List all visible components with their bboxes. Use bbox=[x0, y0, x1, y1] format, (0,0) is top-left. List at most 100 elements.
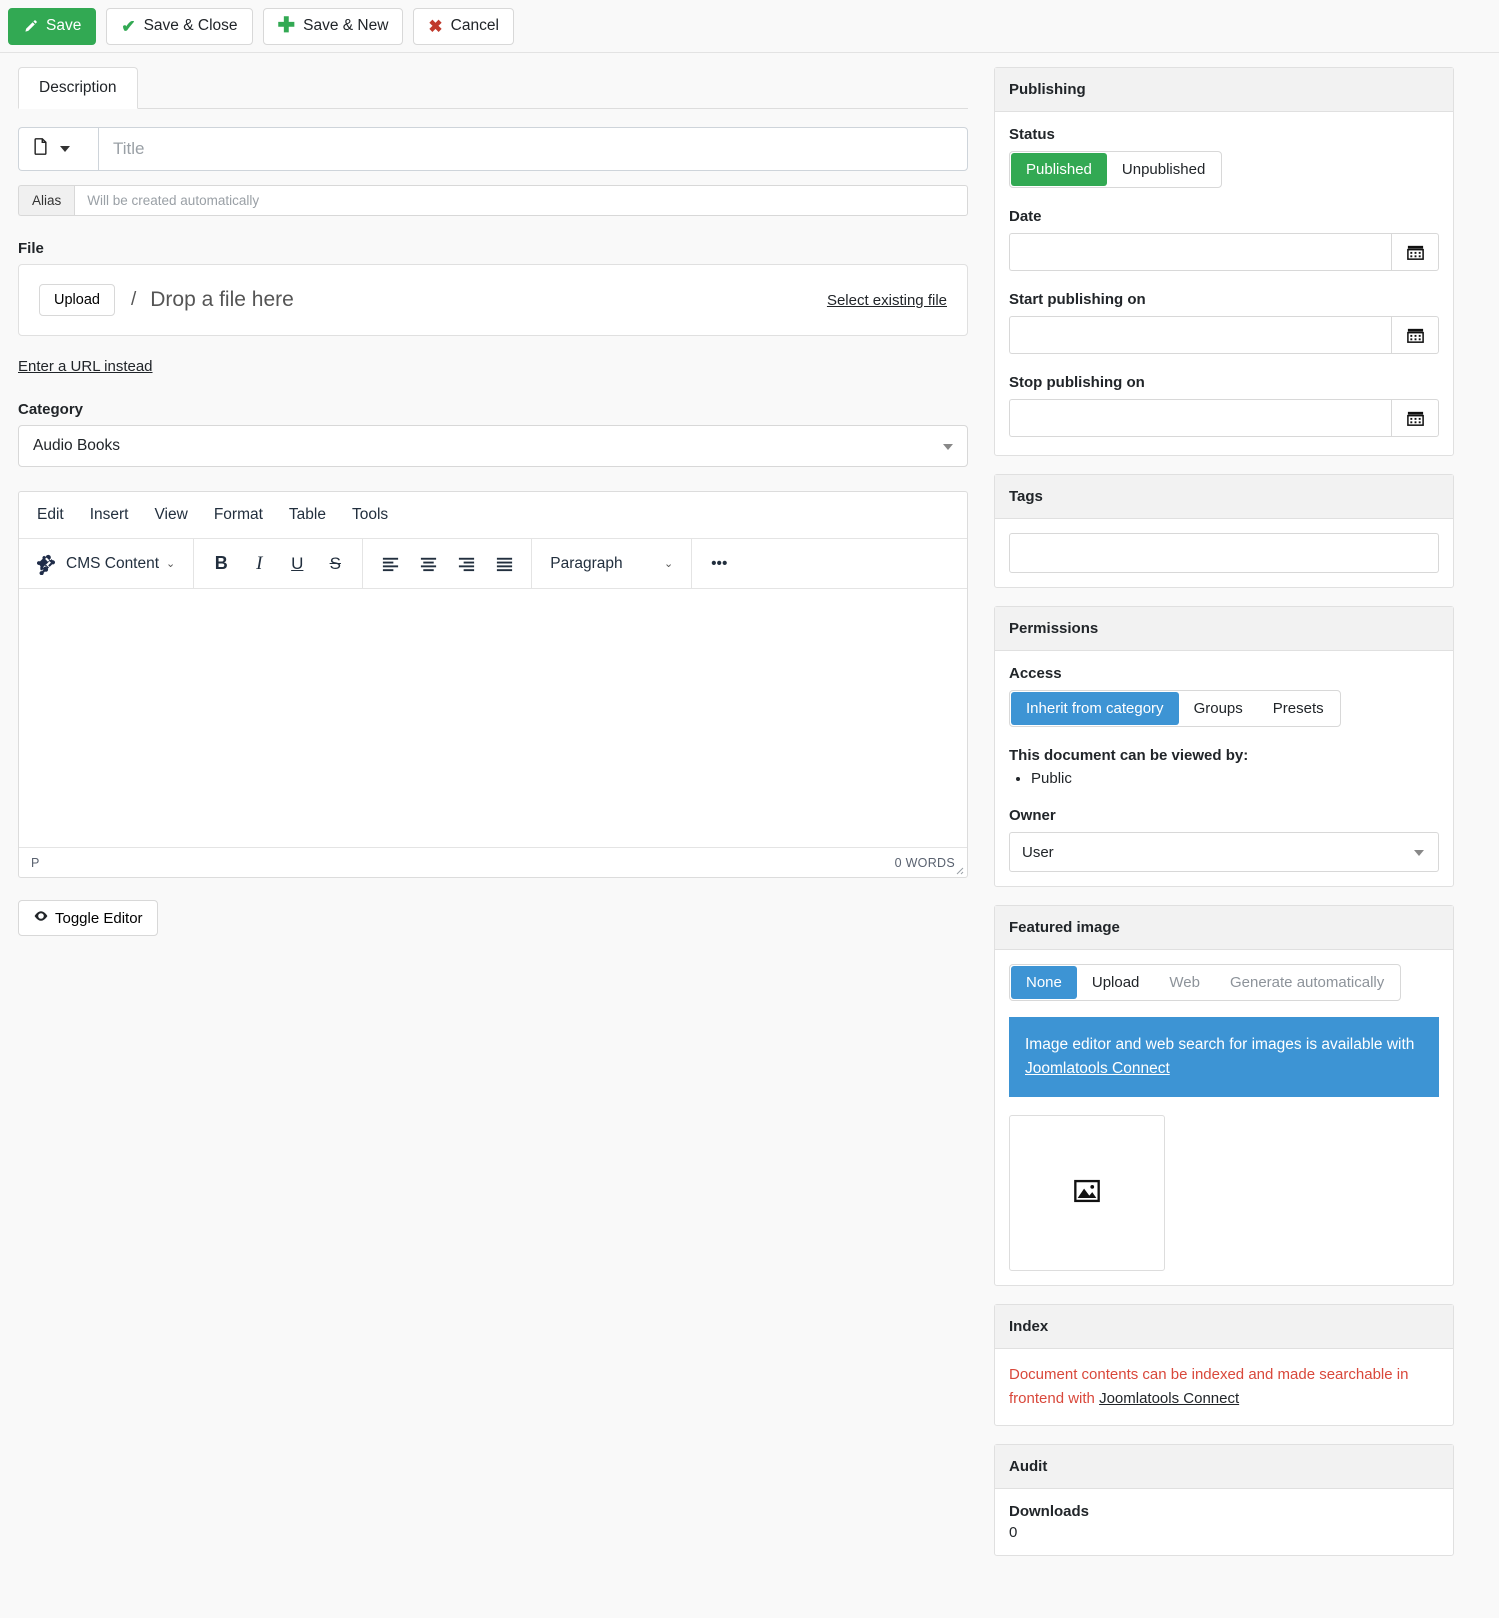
more-options-button[interactable]: ••• bbox=[711, 554, 728, 572]
date-input[interactable] bbox=[1009, 233, 1391, 271]
editor-content-area[interactable] bbox=[19, 589, 967, 847]
featured-image-option-upload[interactable]: Upload bbox=[1091, 974, 1140, 991]
index-body: Document contents can be indexed and mad… bbox=[995, 1349, 1453, 1425]
align-right-icon[interactable] bbox=[449, 547, 483, 581]
date-input-group bbox=[1009, 233, 1439, 271]
audit-title: Audit bbox=[995, 1445, 1453, 1490]
audit-body: Downloads 0 bbox=[995, 1489, 1453, 1555]
paragraph-format-select[interactable]: Paragraph ⌄ bbox=[542, 547, 681, 581]
cancel-label: Cancel bbox=[450, 17, 499, 34]
category-select[interactable]: Audio Books bbox=[18, 425, 968, 467]
calendar-icon[interactable] bbox=[1391, 233, 1439, 271]
cms-content-label: CMS Content bbox=[66, 554, 160, 572]
pencil-icon bbox=[23, 19, 38, 34]
title-input[interactable] bbox=[98, 127, 968, 171]
cancel-button[interactable]: ✖ Cancel bbox=[413, 7, 514, 45]
joomlatools-connect-link[interactable]: Joomlatools Connect bbox=[1099, 1390, 1240, 1408]
cms-content-button[interactable]: CMS Content ⌄ bbox=[29, 547, 183, 581]
chevron-down-icon bbox=[60, 146, 70, 152]
document-icon bbox=[31, 137, 50, 161]
underline-icon[interactable]: U bbox=[291, 553, 304, 573]
panel-tags: Tags bbox=[994, 474, 1454, 588]
owner-select-value: User bbox=[1022, 843, 1054, 861]
status-option-published[interactable]: Published bbox=[1011, 153, 1107, 186]
panel-permissions: Permissions Access Inherit from category… bbox=[994, 606, 1454, 887]
panel-index: Index Document contents can be indexed a… bbox=[994, 1304, 1454, 1427]
bold-icon[interactable]: B bbox=[214, 553, 228, 573]
save-button[interactable]: Save bbox=[8, 7, 97, 45]
dropzone-text: Drop a file here bbox=[150, 288, 294, 311]
save-and-close-button[interactable]: ✔ Save & Close bbox=[106, 7, 253, 45]
editor-resize-handle[interactable] bbox=[952, 863, 964, 875]
stop-publishing-input[interactable] bbox=[1009, 399, 1391, 437]
alias-row: Alias bbox=[18, 185, 968, 216]
calendar-icon[interactable] bbox=[1391, 316, 1439, 354]
tags-title: Tags bbox=[995, 475, 1453, 519]
align-center-icon[interactable] bbox=[411, 547, 445, 581]
italic-icon[interactable]: I bbox=[256, 552, 263, 574]
tab-description[interactable]: Description bbox=[18, 67, 138, 109]
strikethrough-icon[interactable]: S bbox=[329, 553, 341, 573]
menu-format[interactable]: Format bbox=[213, 506, 263, 523]
downloads-value: 0 bbox=[1009, 1524, 1018, 1542]
tags-input[interactable] bbox=[1009, 533, 1439, 573]
permissions-body: Access Inherit from category Groups Pres… bbox=[995, 651, 1453, 886]
calendar-icon[interactable] bbox=[1391, 399, 1439, 437]
panel-publishing: Publishing Status Published Unpublished … bbox=[994, 67, 1454, 456]
permissions-title: Permissions bbox=[995, 607, 1453, 651]
featured-image-preview[interactable] bbox=[1009, 1115, 1165, 1272]
start-publishing-input-group bbox=[1009, 316, 1439, 354]
joomlatools-connect-link[interactable]: Joomlatools Connect bbox=[1025, 1060, 1170, 1078]
status-button-group: Published Unpublished bbox=[1009, 151, 1223, 188]
publishing-title: Publishing bbox=[995, 68, 1453, 112]
access-option-inherit[interactable]: Inherit from category bbox=[1011, 692, 1179, 725]
downloads-label: Downloads bbox=[1009, 1503, 1090, 1521]
toolbar-group-more: ••• bbox=[692, 539, 746, 588]
menu-edit[interactable]: Edit bbox=[37, 506, 64, 523]
owner-label: Owner bbox=[1009, 807, 1056, 824]
featured-image-option-none[interactable]: None bbox=[1011, 966, 1077, 999]
start-publishing-input[interactable] bbox=[1009, 316, 1391, 354]
menu-table[interactable]: Table bbox=[288, 506, 326, 523]
file-dropzone[interactable]: Upload / Drop a file here Select existin… bbox=[18, 264, 968, 336]
access-option-presets[interactable]: Presets bbox=[1272, 700, 1324, 717]
eye-icon bbox=[33, 908, 49, 928]
plus-icon: ✚ bbox=[277, 14, 296, 37]
select-existing-file-link[interactable]: Select existing file bbox=[826, 291, 947, 309]
access-label: Access bbox=[1009, 665, 1062, 682]
access-button-group: Inherit from category Groups Presets bbox=[1009, 690, 1341, 727]
document-type-dropdown[interactable] bbox=[18, 127, 98, 171]
viewed-by-list: Public bbox=[1013, 770, 1439, 787]
list-item: Public bbox=[1031, 770, 1439, 787]
align-justify-icon[interactable] bbox=[487, 547, 521, 581]
editor-element-path: P bbox=[31, 855, 40, 870]
editor-status-bar: P 0 WORDS bbox=[19, 847, 967, 877]
toolbar-group-align bbox=[363, 539, 533, 588]
menu-tools[interactable]: Tools bbox=[351, 506, 389, 523]
align-left-icon[interactable] bbox=[373, 547, 407, 581]
stop-publishing-label: Stop publishing on bbox=[1009, 374, 1145, 391]
owner-select[interactable]: User bbox=[1009, 832, 1439, 872]
featured-image-option-web[interactable]: Web bbox=[1169, 974, 1200, 991]
joomla-logo-icon bbox=[36, 553, 59, 575]
menu-insert[interactable]: Insert bbox=[89, 506, 129, 523]
toggle-editor-button[interactable]: Toggle Editor bbox=[18, 900, 158, 936]
status-option-unpublished[interactable]: Unpublished bbox=[1121, 161, 1206, 178]
image-icon bbox=[1073, 1177, 1101, 1210]
save-and-new-button[interactable]: ✚ Save & New bbox=[262, 7, 404, 45]
featured-image-notice-text: Image editor and web search for images i… bbox=[1025, 1036, 1415, 1053]
date-label: Date bbox=[1009, 208, 1042, 225]
alias-input[interactable] bbox=[74, 185, 968, 216]
sidebar: Publishing Status Published Unpublished … bbox=[994, 67, 1454, 1574]
index-message: Document contents can be indexed and mad… bbox=[1009, 1363, 1439, 1411]
upload-button[interactable]: Upload bbox=[39, 284, 115, 316]
enter-url-link[interactable]: Enter a URL instead bbox=[18, 358, 153, 375]
access-option-groups[interactable]: Groups bbox=[1193, 700, 1243, 717]
top-toolbar: Save ✔ Save & Close ✚ Save & New ✖ Cance… bbox=[0, 0, 1499, 53]
featured-image-option-generate[interactable]: Generate automatically bbox=[1229, 974, 1385, 991]
toggle-editor-label: Toggle Editor bbox=[55, 909, 143, 927]
menu-view[interactable]: View bbox=[154, 506, 188, 523]
editor-word-count: 0 WORDS bbox=[894, 855, 955, 870]
check-icon: ✔ bbox=[121, 16, 136, 36]
panel-audit: Audit Downloads 0 bbox=[994, 1444, 1454, 1557]
